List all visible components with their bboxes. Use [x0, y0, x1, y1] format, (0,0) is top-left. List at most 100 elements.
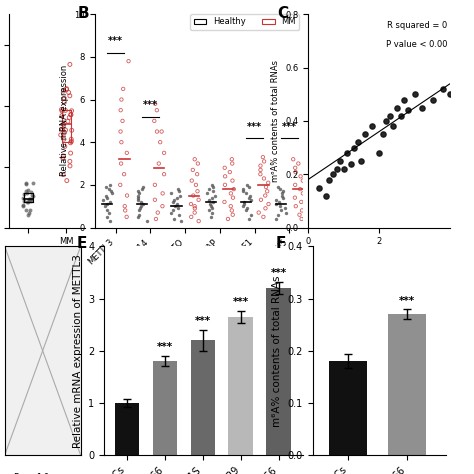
Point [119, 85, 127, 93]
Point [194, 188, 201, 195]
Point [152, 215, 160, 223]
Point [159, 202, 166, 210]
Point [296, 185, 304, 193]
Point [27, 195, 35, 203]
Text: 1.0: 1.0 [36, 473, 49, 474]
Point [61, 129, 68, 137]
Point [171, 202, 178, 210]
Point [276, 185, 284, 193]
Point [28, 191, 36, 199]
Point [191, 205, 199, 212]
Point [102, 191, 109, 199]
Point [358, 157, 365, 164]
Point [205, 207, 213, 214]
Point [291, 194, 299, 201]
Point [173, 200, 181, 208]
Point [66, 61, 73, 68]
Point [20, 194, 27, 202]
Point [63, 86, 70, 93]
Point [226, 168, 234, 176]
Point [292, 181, 299, 189]
Point [221, 164, 228, 172]
Bar [153, 361, 177, 455]
Legend: Healthy, MM: Healthy, MM [190, 14, 299, 30]
Point [117, 160, 125, 167]
Point [61, 95, 68, 102]
Point [19, 202, 27, 210]
Point [240, 198, 248, 206]
Point [58, 107, 66, 115]
Point [292, 202, 300, 210]
Point [59, 171, 67, 178]
Y-axis label: Relative mRNA expression of METTL3: Relative mRNA expression of METTL3 [73, 254, 83, 448]
Point [195, 196, 202, 204]
Point [228, 207, 236, 214]
Point [107, 181, 114, 189]
Point [156, 138, 164, 146]
Text: ***: *** [108, 36, 123, 46]
Point [192, 181, 200, 189]
Point [418, 104, 426, 111]
Point [240, 200, 248, 208]
Text: E: E [76, 236, 87, 251]
Point [299, 177, 307, 184]
Bar [191, 340, 215, 455]
Point [59, 120, 67, 128]
Point [209, 198, 217, 206]
Point [298, 215, 305, 223]
Point [206, 200, 214, 208]
Text: ***: *** [157, 342, 173, 352]
Point [67, 136, 75, 143]
Point [59, 154, 66, 162]
Point [278, 190, 285, 197]
Point [260, 213, 267, 221]
Point [205, 196, 213, 204]
Point [256, 171, 264, 178]
Point [63, 85, 70, 92]
Point [139, 185, 146, 193]
Y-axis label: m⁶A% contents of total RNAs: m⁶A% contents of total RNAs [272, 275, 282, 427]
Point [397, 112, 404, 119]
Point [447, 91, 454, 98]
Point [29, 179, 36, 186]
Point [151, 181, 159, 189]
Point [239, 188, 246, 195]
Point [260, 175, 268, 182]
Point [205, 185, 213, 193]
Point [60, 136, 68, 143]
Point [375, 149, 383, 157]
Point [191, 202, 199, 210]
Point [257, 196, 265, 204]
Point [159, 190, 166, 197]
Point [26, 206, 34, 214]
Point [137, 198, 145, 206]
Point [275, 198, 283, 206]
Point [62, 126, 69, 134]
Point [123, 191, 131, 199]
Point [294, 160, 302, 167]
Text: ***: *** [282, 121, 297, 131]
Point [58, 106, 65, 113]
Point [257, 166, 264, 174]
Point [227, 190, 235, 197]
Text: ***: *** [143, 100, 158, 110]
Point [155, 160, 163, 167]
Point [193, 171, 201, 178]
Point [136, 207, 143, 214]
Point [221, 173, 229, 180]
Point [277, 207, 285, 214]
Point [58, 112, 66, 119]
Point [187, 200, 195, 208]
Point [26, 195, 34, 203]
Point [187, 213, 195, 221]
Point [282, 209, 290, 216]
Point [347, 160, 355, 167]
Point [209, 205, 216, 212]
Point [118, 96, 125, 103]
Point [401, 96, 408, 103]
Point [299, 190, 307, 197]
Point [135, 190, 143, 197]
Point [175, 188, 182, 195]
Point [207, 202, 214, 210]
Point [24, 198, 31, 206]
